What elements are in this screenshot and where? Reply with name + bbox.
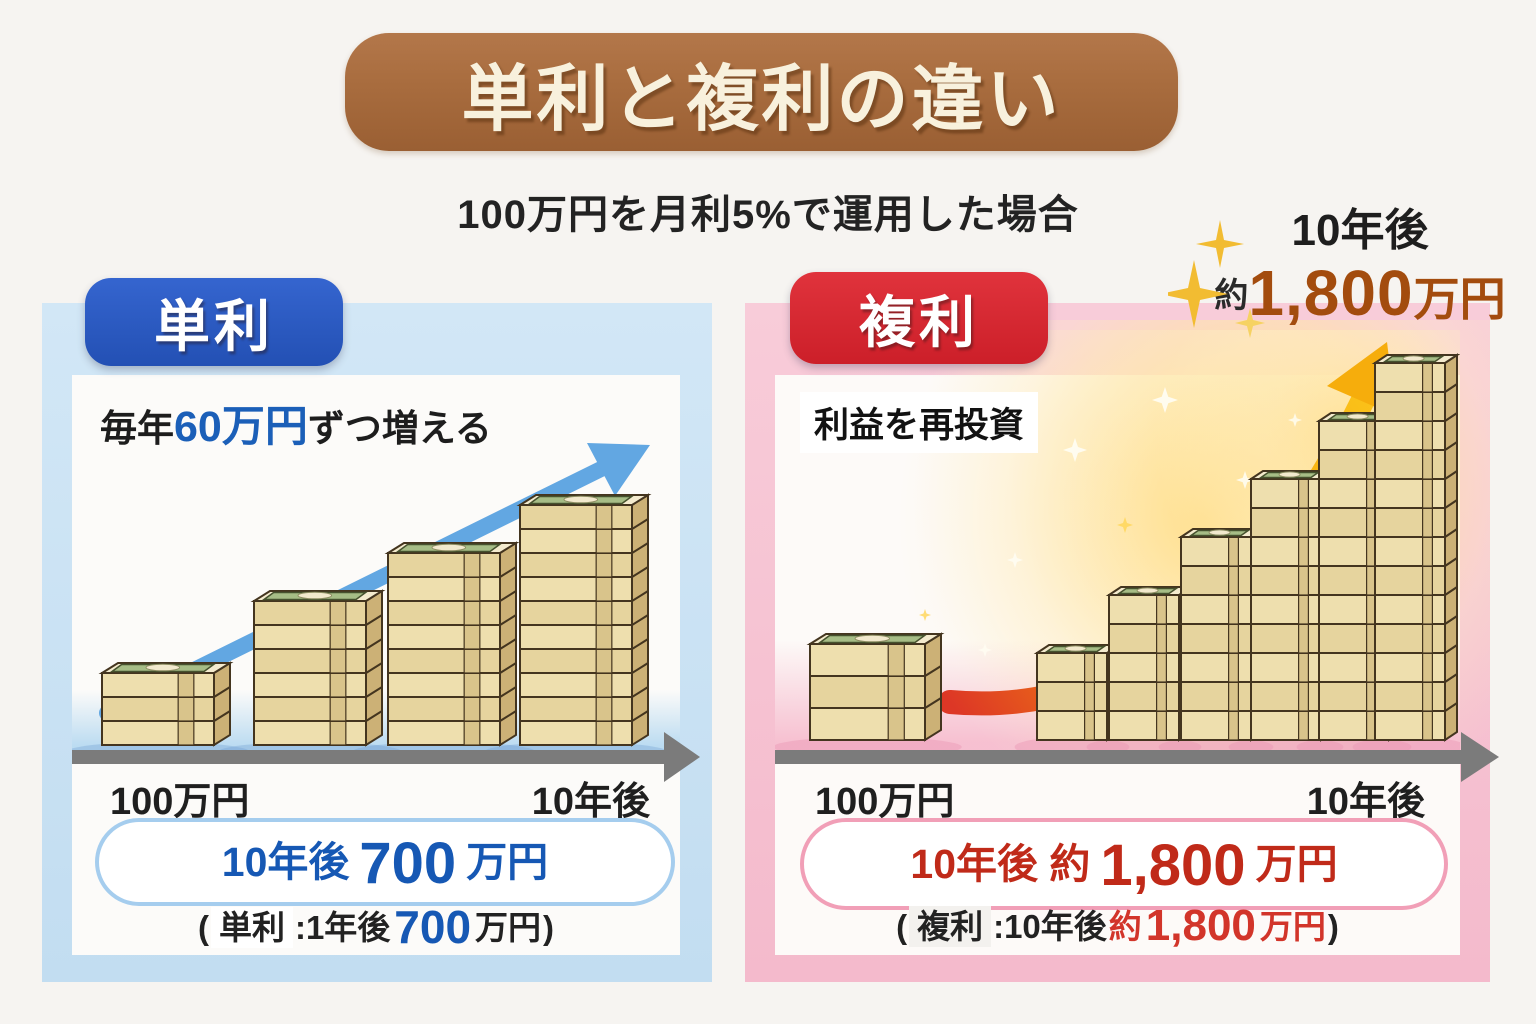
compound-axis-arrowhead-icon bbox=[1461, 732, 1499, 782]
peak-years-label: 10年後 bbox=[1291, 206, 1429, 255]
compound-badge-label: 複利 bbox=[859, 290, 979, 354]
simple-result-value: 700 bbox=[359, 831, 457, 896]
simple-caption-amount: 60万円 bbox=[174, 403, 308, 451]
simple-axis-start-label: 100万円 bbox=[110, 781, 250, 823]
compound-footnote: ( 複利 :10年後 約 1,800 万円 ) bbox=[896, 901, 1339, 950]
title-banner: 単利と複利の違い bbox=[345, 33, 1178, 151]
compound-axis-end-label: 10年後 bbox=[1306, 781, 1425, 823]
compound-caption: 利益を再投資 bbox=[800, 392, 1039, 453]
simple-footnote: ( 単利 :1年後 700 万円 ) bbox=[197, 901, 555, 953]
simple-axis-end-label: 10年後 bbox=[531, 781, 650, 823]
compound-timeline-axis bbox=[775, 750, 1461, 764]
simple-footnote-label: 単利 bbox=[210, 906, 293, 948]
compound-result-value: 1,800 bbox=[1100, 833, 1246, 898]
simple-badge-label: 単利 bbox=[154, 294, 274, 358]
simple-result-pill: 10年後 700 万円 bbox=[95, 818, 675, 906]
subtitle: 100万円を月利5%で運用した場合 bbox=[457, 193, 1079, 237]
simple-timeline-axis bbox=[72, 750, 664, 764]
sparkle-icon bbox=[1168, 220, 1265, 338]
compound-result-pill: 10年後 約 1,800 万円 bbox=[800, 818, 1448, 910]
compound-axis-start-label: 100万円 bbox=[815, 781, 955, 823]
simple-badge: 単利 bbox=[85, 278, 343, 366]
simple-growth-chart bbox=[72, 443, 668, 760]
page-title: 単利と複利の違い bbox=[461, 59, 1062, 140]
simple-caption: 毎年60万円ずつ増える bbox=[100, 403, 492, 451]
compound-peak-annotation: 10年後 約1,800万円 bbox=[1185, 206, 1535, 330]
simple-axis-arrowhead-icon bbox=[664, 732, 700, 782]
compound-badge: 複利 bbox=[790, 272, 1048, 364]
compound-footnote-label: 複利 bbox=[909, 905, 992, 947]
peak-amount: 約1,800万円 bbox=[1214, 256, 1506, 329]
